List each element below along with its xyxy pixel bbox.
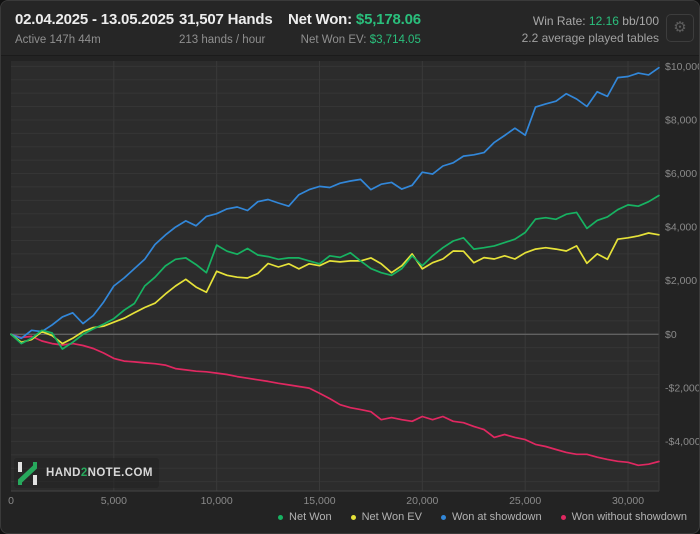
- legend-label: Net Won EV: [361, 511, 422, 523]
- winnings-graph[interactable]: $10,000 $8,000 $6,000 $4,000 $2,000 $0 -$2,000…: [1, 56, 700, 534]
- x-axis-label: 30,000: [612, 495, 644, 507]
- stats-header: 02.04.2025 - 13.05.2025 Active 147h 44m …: [1, 1, 699, 56]
- x-axis-label: 25,000: [509, 495, 541, 507]
- legend-label: Won at showdown: [451, 511, 542, 523]
- x-axis-label: 10,000: [201, 495, 233, 507]
- net-won-value: $5,178.06: [355, 11, 421, 28]
- win-rate-block: Win Rate: 12.16 bb/100 2.2 average playe…: [522, 10, 659, 46]
- net-won-label: Net Won:: [288, 11, 352, 28]
- hands-block: 31,507 Hands 213 hands / hour: [179, 10, 273, 48]
- legend-item-won-at-showdown[interactable]: Won at showdown: [440, 511, 542, 523]
- settings-gear-icon[interactable]: ⚙: [666, 14, 694, 42]
- legend-item-net-won-ev[interactable]: Net Won EV: [350, 511, 422, 523]
- win-rate-line: Win Rate: 12.16 bb/100: [522, 12, 659, 30]
- series-line-won-at-showdown: [10, 66, 660, 340]
- win-rate-unit: bb/100: [622, 14, 659, 28]
- y-axis-label: $0: [665, 329, 677, 341]
- chart-canvas[interactable]: $10,000 $8,000 $6,000 $4,000 $2,000 $0 -$2,000…: [1, 56, 700, 534]
- legend-dot: [350, 514, 356, 520]
- x-axis-label: 15,000: [303, 495, 335, 507]
- legend-item-won-without-showdown[interactable]: Won without showdown: [560, 511, 687, 523]
- y-axis-label: -$2,000: [665, 382, 700, 394]
- y-axis-label: $10,000: [665, 61, 700, 73]
- active-time: Active 147h 44m: [15, 34, 101, 46]
- y-axis-label: $8,000: [665, 114, 697, 126]
- date-range: 02.04.2025 - 13.05.2025: [15, 11, 174, 28]
- hands-total: 31,507 Hands: [179, 11, 273, 28]
- series-line-net-won-ev: [10, 232, 660, 345]
- hand2note-logo-text: HAND2NOTE.COM: [46, 467, 153, 479]
- net-won-ev-line: Net Won EV: $3,714.05: [288, 32, 421, 48]
- series-line-net-won: [10, 194, 660, 350]
- win-rate-value: 12.16: [588, 14, 619, 28]
- chart-legend: Net Won Net Won EV Won at showdown Won with…: [278, 511, 687, 523]
- y-axis-label: $4,000: [665, 222, 697, 234]
- series-line-won-without-showdown: [10, 333, 660, 467]
- net-won-ev-value: $3,714.05: [369, 34, 421, 46]
- avg-tables: 2.2 average played tables: [521, 31, 659, 45]
- y-axis-label: $6,000: [665, 168, 697, 180]
- plot-area[interactable]: [11, 61, 659, 491]
- legend-item-net-won[interactable]: Net Won: [278, 511, 332, 523]
- legend-dot: [560, 514, 566, 520]
- date-range-block: 02.04.2025 - 13.05.2025 Active 147h 44m: [15, 10, 174, 48]
- legend-label: Net Won: [289, 511, 332, 523]
- hands-per-hour: 213 hands / hour: [179, 34, 266, 46]
- hand2note-logo: HAND2NOTE.COM: [14, 458, 159, 488]
- x-axis-label: 5,000: [101, 495, 127, 507]
- x-axis-label: 0: [8, 495, 14, 507]
- x-axis-label: 20,000: [406, 495, 438, 507]
- legend-dot: [278, 514, 284, 520]
- net-won-line: Net Won: $5,178.06: [288, 10, 421, 30]
- hand2note-logo-icon: [18, 461, 37, 485]
- y-axis-label: $2,000: [665, 275, 697, 287]
- legend-dot: [440, 514, 446, 520]
- legend-label: Won without showdown: [571, 511, 687, 523]
- y-axis-label: -$4,000: [665, 436, 700, 448]
- net-won-block: Net Won: $5,178.06 Net Won EV: $3,714.05: [288, 10, 421, 48]
- win-rate-label: Win Rate:: [532, 14, 586, 28]
- net-won-ev-label: Net Won EV:: [300, 34, 367, 46]
